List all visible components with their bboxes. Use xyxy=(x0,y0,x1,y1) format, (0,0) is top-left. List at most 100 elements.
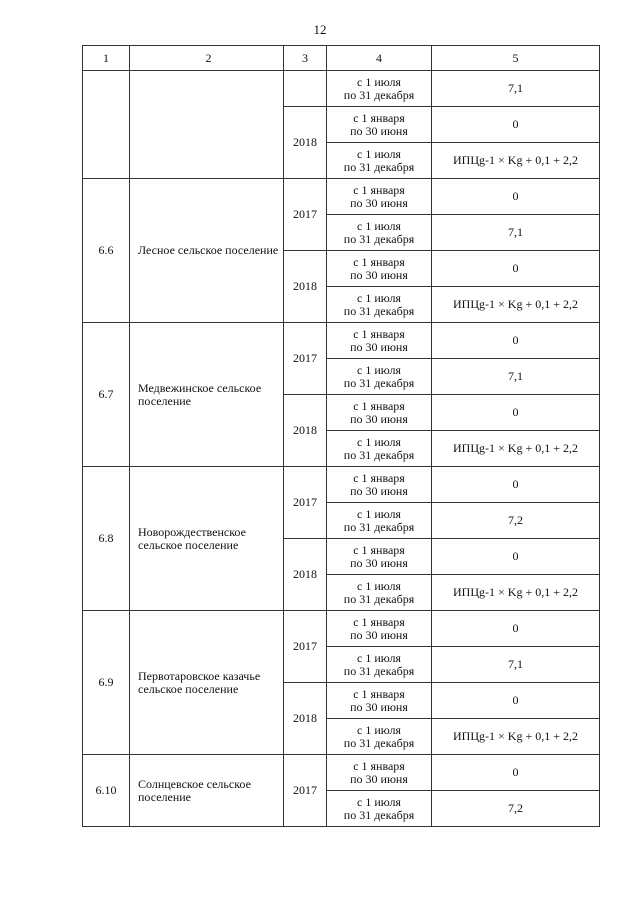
item-number: 6.9 xyxy=(82,610,130,755)
year-cell: 2018 xyxy=(283,250,327,323)
header-cell: 4 xyxy=(326,45,432,71)
table-row: с 1 июля по 31 декабря 7,1 xyxy=(83,358,600,395)
period-line: с 1 января xyxy=(353,470,405,485)
table-row: 6.7 Медвежинское сельское поселение 2017 с … xyxy=(82,322,600,467)
period-line: по 31 декабря xyxy=(343,303,415,318)
period-line: с 1 января xyxy=(353,614,405,629)
value-cell: 7,2 xyxy=(431,790,600,827)
period-cell: с 1 июля по 31 декабря xyxy=(326,70,432,107)
period-line: по 31 декабря xyxy=(343,447,415,462)
period-line: по 31 декабря xyxy=(343,519,415,534)
table-row: 2018 с 1 января по 30 июня 0 xyxy=(83,106,600,179)
table-row: с 1 июля по 31 декабря ИПЦg-1 × Kg + 0,1 +… xyxy=(83,718,600,755)
period-line: по 31 декабря xyxy=(343,159,415,174)
header-cell: 2 xyxy=(129,45,284,71)
value-cell: 7,1 xyxy=(431,214,600,251)
period-line: по 30 июня xyxy=(350,483,408,498)
period-line: с 1 января xyxy=(353,110,405,125)
period-line: с 1 января xyxy=(353,542,405,557)
period-cell: с 1 января по 30 июня xyxy=(326,106,432,143)
value-cell: ИПЦg-1 × Kg + 0,1 + 2,2 xyxy=(431,286,600,323)
period-line: по 30 июня xyxy=(350,195,408,210)
value-cell: ИПЦg-1 × Kg + 0,1 + 2,2 xyxy=(431,718,600,755)
period-line: по 31 декабря xyxy=(343,87,415,102)
year-cell: 2017 xyxy=(283,466,327,539)
value-cell: 0 xyxy=(431,682,600,719)
value-cell: 0 xyxy=(431,538,600,575)
period-line: по 30 июня xyxy=(350,123,408,138)
value-cell: 0 xyxy=(431,322,600,359)
period-line: по 31 декабря xyxy=(343,807,415,822)
header-row: 1 2 3 4 5 xyxy=(82,45,600,71)
period-line: с 1 июля xyxy=(357,578,401,593)
period-line: с 1 июля xyxy=(357,650,401,665)
year-cell: 2018 xyxy=(283,394,327,467)
period-cell: с 1 января по 30 июня xyxy=(326,754,432,791)
table-row: с 1 июля по 31 декабря ИПЦg-1 × Kg + 0,1 +… xyxy=(83,430,600,467)
year-cell: 2017 xyxy=(283,178,327,251)
value-cell: 0 xyxy=(431,178,600,215)
period-line: по 30 июня xyxy=(350,699,408,714)
period-line: с 1 января xyxy=(353,326,405,341)
table-row: 6.10 Солнцевское сельское поселение 2017 с … xyxy=(82,754,600,827)
period-cell: с 1 января по 30 июня xyxy=(326,466,432,503)
settlement-name: Солнцевское сельское поселение xyxy=(129,754,284,827)
period-line: с 1 января xyxy=(353,254,405,269)
period-cell: с 1 июля по 31 декабря xyxy=(326,502,432,539)
period-cell: с 1 января по 30 июня xyxy=(326,322,432,359)
table-row: с 1 июля по 31 декабря 7,2 xyxy=(83,790,600,827)
period-cell: с 1 июля по 31 декабря xyxy=(326,358,432,395)
table-row: 6.6 Лесное сельское поселение 2017 с 1 янва… xyxy=(82,178,600,323)
period-line: по 30 июня xyxy=(350,771,408,786)
period-cell: с 1 июля по 31 декабря xyxy=(326,214,432,251)
item-number xyxy=(82,70,130,179)
period-line: с 1 июля xyxy=(357,290,401,305)
period-line: с 1 июля xyxy=(357,74,401,89)
period-cell: с 1 января по 30 июня xyxy=(326,610,432,647)
period-line: с 1 июля xyxy=(357,434,401,449)
period-cell: с 1 января по 30 июня xyxy=(326,538,432,575)
period-line: по 30 июня xyxy=(350,411,408,426)
value-cell: 0 xyxy=(431,106,600,143)
period-line: с 1 июля xyxy=(357,362,401,377)
value-cell: 7,1 xyxy=(431,646,600,683)
page-number: 12 xyxy=(313,22,327,37)
year-cell: 2018 xyxy=(283,538,327,611)
year-cell xyxy=(283,70,327,107)
table-row: 6.9 Первотаровское казачье сельское посел… xyxy=(82,610,600,755)
period-cell: с 1 января по 30 июня xyxy=(326,394,432,431)
period-line: с 1 июля xyxy=(357,506,401,521)
table-row: с 1 июля по 31 декабря 7,1 xyxy=(83,214,600,251)
period-line: с 1 июля xyxy=(357,722,401,737)
period-line: с 1 июля xyxy=(357,218,401,233)
tariff-table: 1 2 3 4 5 с 1 июля по 31 декабря 7,1 2018 с … xyxy=(82,45,600,827)
period-cell: с 1 января по 30 июня xyxy=(326,682,432,719)
period-line: по 31 декабря xyxy=(343,231,415,246)
period-line: с 1 января xyxy=(353,182,405,197)
value-cell: 7,2 xyxy=(431,502,600,539)
settlement-name: Первотаровское казачье сельское поселени… xyxy=(129,610,284,755)
header-cell: 3 xyxy=(283,45,327,71)
header-cell: 5 xyxy=(431,45,600,71)
period-cell: с 1 января по 30 июня xyxy=(326,178,432,215)
year-cell: 2017 xyxy=(283,754,327,827)
year-cell: 2018 xyxy=(283,682,327,755)
period-line: по 30 июня xyxy=(350,627,408,642)
item-number: 6.7 xyxy=(82,322,130,467)
period-cell: с 1 июля по 31 декабря xyxy=(326,646,432,683)
table-row: 6.8 Новорождественское сельское поселение… xyxy=(82,466,600,611)
value-cell: 0 xyxy=(431,250,600,287)
value-cell: 0 xyxy=(431,610,600,647)
settlement-name: Медвежинское сельское поселение xyxy=(129,322,284,467)
period-cell: с 1 июля по 31 декабря xyxy=(326,430,432,467)
period-cell: с 1 января по 30 июня xyxy=(326,250,432,287)
period-line: с 1 января xyxy=(353,686,405,701)
year-cell: 2018 xyxy=(283,106,327,179)
item-number: 6.10 xyxy=(82,754,130,827)
item-number: 6.6 xyxy=(82,178,130,323)
period-line: с 1 июля xyxy=(357,146,401,161)
settlement-name: Лесное сельское поселение xyxy=(129,178,284,323)
settlement-name: Новорождественское сельское поселение xyxy=(129,466,284,611)
value-cell: 7,1 xyxy=(431,358,600,395)
value-cell: 0 xyxy=(431,394,600,431)
